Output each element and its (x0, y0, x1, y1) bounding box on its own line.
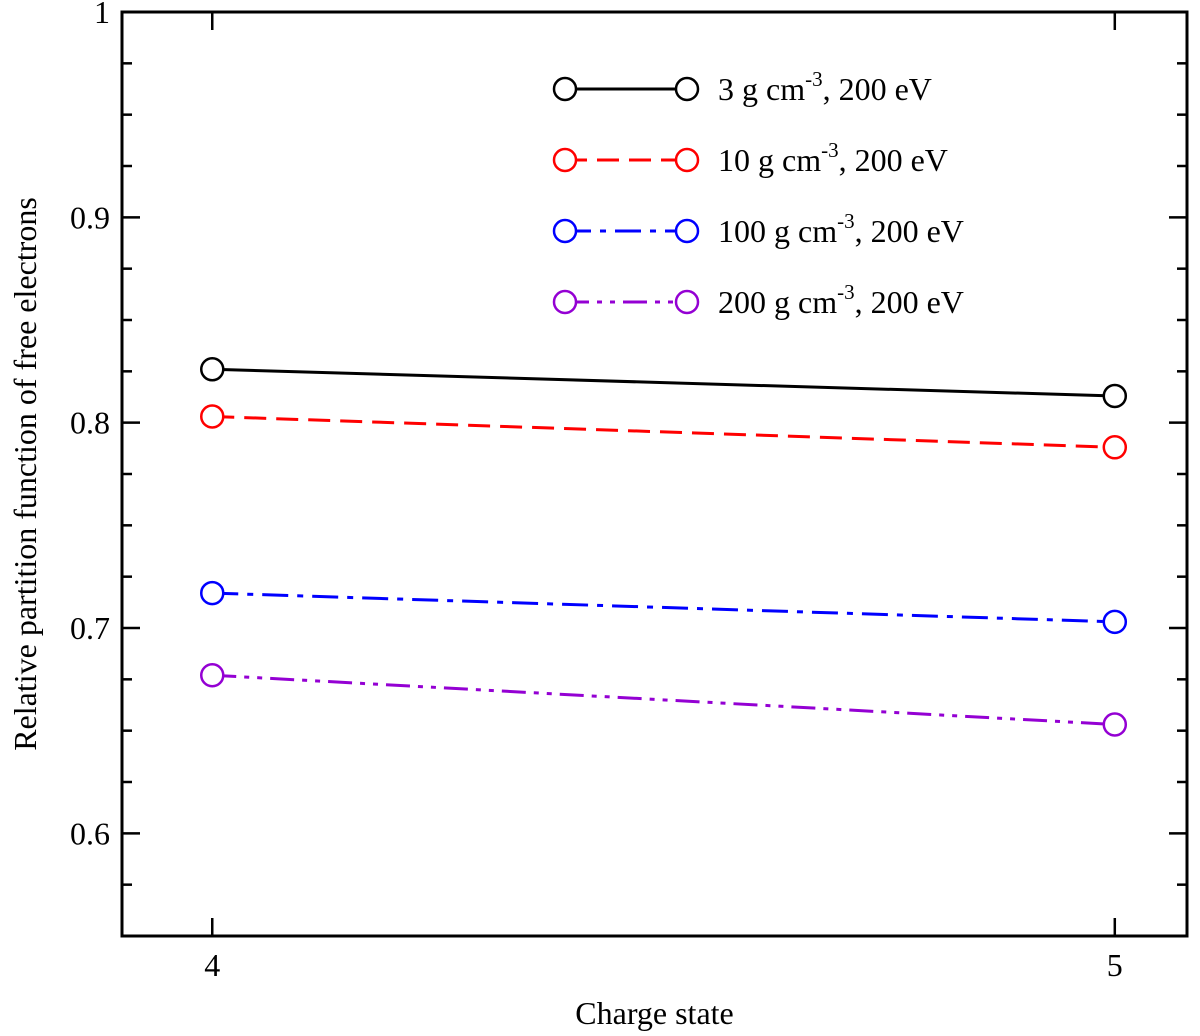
y-tick-label: 0.8 (70, 405, 110, 441)
legend-marker (674, 289, 700, 315)
data-point (1102, 435, 1128, 460)
y-tick-label: 1 (94, 0, 110, 30)
legend-label: 100 g cm-3, 200 eV (718, 209, 964, 249)
x-tick-label: 5 (1107, 947, 1123, 983)
y-tick-label: 0.9 (70, 199, 110, 235)
data-point (200, 580, 225, 606)
legend-marker (552, 289, 578, 315)
plot-frame (120, 10, 1189, 938)
labels-layer: 0.6 0.7 0.8 0.9 1 4 5 (70, 0, 1123, 983)
legend-marker (674, 218, 700, 244)
series-line (212, 591, 1115, 624)
data-point (200, 404, 225, 429)
series-line (212, 415, 1115, 449)
series-line (212, 673, 1115, 727)
data-point (1102, 609, 1128, 635)
y-tick-label: 0.7 (70, 610, 110, 646)
legend-label: 200 g cm-3, 200 eV (718, 280, 964, 320)
legend: 3 g cm-3, 200 eV 10 g cm-3, 200 eV 100 g c… (552, 67, 964, 320)
legend-marker (552, 218, 578, 244)
data-point (200, 357, 225, 382)
legend-label: 10 g cm-3, 200 eV (718, 138, 948, 178)
series-line (212, 367, 1115, 398)
ticks-layer (122, 10, 1187, 938)
legend-marker (674, 76, 700, 102)
series-layer (200, 357, 1128, 737)
legend-marker (674, 147, 700, 173)
data-point (200, 662, 225, 688)
data-point (1102, 383, 1128, 409)
data-point (1102, 712, 1128, 737)
legend-label: 3 g cm-3, 200 eV (718, 67, 932, 107)
legend-marker (552, 76, 578, 102)
x-axis-title: Charge state (575, 995, 733, 1031)
legend-marker (552, 147, 578, 173)
x-tick-label: 4 (204, 947, 220, 983)
y-tick-label: 0.6 (70, 815, 110, 851)
y-axis-title: Relative partition function of free elec… (7, 197, 43, 751)
